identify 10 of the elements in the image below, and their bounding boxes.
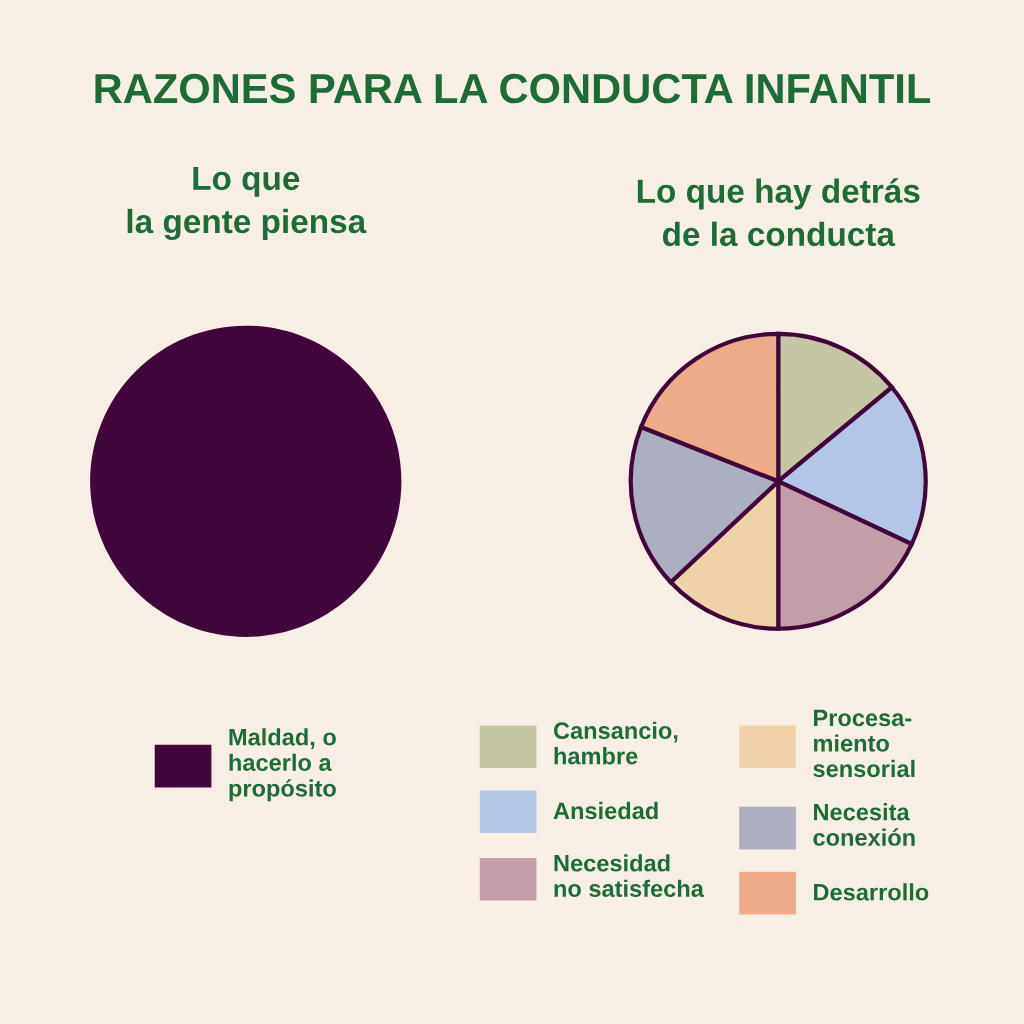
legend-label: Maldad, o hacerlo a propósito	[229, 728, 336, 802]
chart-subtitle: Lo que hay detrás de la conducta	[637, 178, 920, 247]
chart-subtitle: Lo que la gente piensa	[127, 166, 367, 241]
legend-label: Necesidad no satisfecha	[554, 854, 705, 898]
legend-label: Procesa- miento sensorial	[813, 709, 915, 778]
legend-label: Ansiedad	[553, 801, 658, 820]
legend-label: Desarrollo	[814, 883, 929, 901]
legend-label: Cansancio, hambre	[553, 721, 678, 765]
legend-label: Necesita conexión	[813, 803, 915, 846]
text: RAZONES PARA LA CONDUCTA INFANTIL	[95, 73, 931, 104]
